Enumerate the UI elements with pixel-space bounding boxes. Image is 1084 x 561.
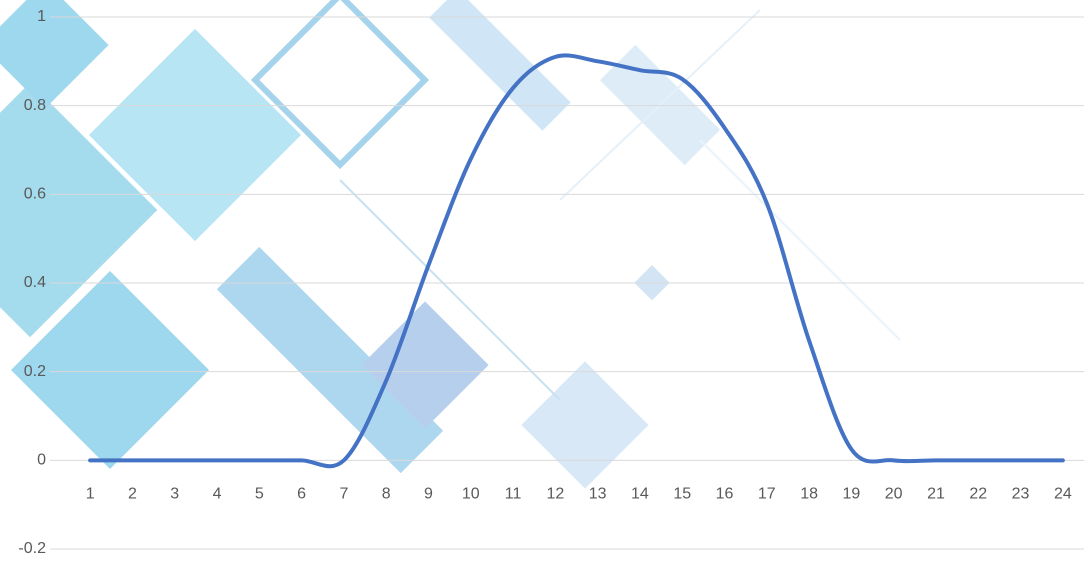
- x-tick-label: 17: [758, 486, 776, 503]
- x-tick-label: 3: [170, 486, 179, 503]
- y-tick-label: 0: [37, 452, 46, 469]
- x-tick-label: 4: [213, 486, 222, 503]
- x-tick-label: 21: [927, 486, 945, 503]
- x-tick-label: 10: [462, 486, 480, 503]
- x-tick-label: 14: [631, 486, 649, 503]
- x-tick-label: 1: [86, 486, 95, 503]
- x-tick-label: 8: [382, 486, 391, 503]
- x-tick-label: 12: [546, 486, 564, 503]
- y-tick-label: 1: [37, 8, 46, 25]
- y-tick-label: 0.4: [24, 274, 46, 291]
- x-tick-label: 20: [885, 486, 903, 503]
- x-tick-label: 19: [842, 486, 860, 503]
- x-tick-label: 22: [969, 486, 987, 503]
- x-tick-label: 2: [128, 486, 137, 503]
- x-tick-label: 15: [673, 486, 691, 503]
- y-tick-label: 0.8: [24, 97, 46, 114]
- y-tick-label: -0.2: [18, 540, 46, 557]
- x-tick-label: 23: [1012, 486, 1030, 503]
- x-tick-label: 13: [589, 486, 607, 503]
- x-tick-label: 24: [1054, 486, 1072, 503]
- x-tick-label: 9: [424, 486, 433, 503]
- y-tick-label: 0.6: [24, 186, 46, 203]
- x-tick-label: 16: [716, 486, 734, 503]
- x-tick-label: 11: [505, 486, 522, 503]
- x-tick-label: 6: [297, 486, 306, 503]
- series-line: [88, 53, 1065, 469]
- y-tick-label: 0.2: [24, 363, 46, 380]
- background-decoration: [0, 0, 901, 489]
- x-tick-label: 7: [339, 486, 348, 503]
- x-tick-label: 5: [255, 486, 264, 503]
- x-tick-label: 18: [800, 486, 818, 503]
